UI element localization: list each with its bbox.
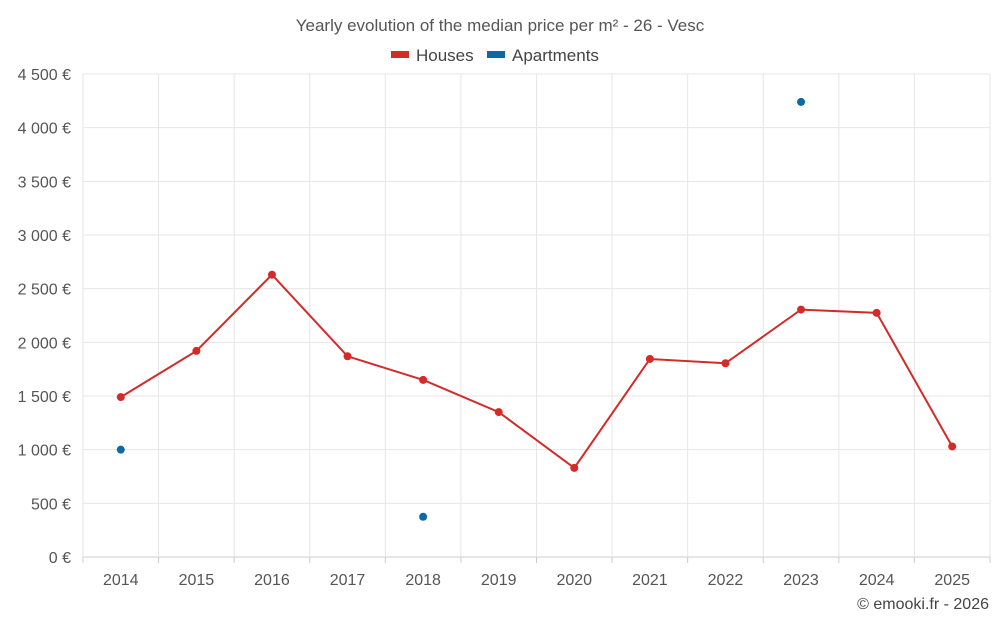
credit-text: © emooki.fr - 2026 [857,596,989,613]
y-tick-label: 500 € [31,496,71,513]
data-point-houses[interactable] [267,270,276,279]
data-point-houses[interactable] [116,393,125,402]
series-layer [116,97,957,521]
x-axis: 2014 2015 2016 2017 2018 2019 2020 2021 2022 2023… [82,557,991,589]
data-point-apartments[interactable] [419,512,428,521]
y-tick-label: 4 000 € [18,121,71,138]
y-tick-label: 1 000 € [18,443,71,460]
y-tick-label: 4 500 € [18,67,71,84]
x-gridlines [82,74,991,557]
data-point-houses[interactable] [872,308,881,317]
x-tick-label: 2016 [254,572,290,589]
x-tick-label: 2015 [179,572,215,589]
data-point-houses[interactable] [419,375,428,384]
y-tick-label: 3 000 € [18,228,71,245]
legend-label-apartments[interactable]: Apartments [512,46,599,65]
data-point-houses[interactable] [721,359,730,368]
chart-title: Yearly evolution of the median price per… [296,16,705,35]
x-tick-label: 2022 [708,572,744,589]
data-point-apartments[interactable] [797,97,806,106]
x-tick-label: 2019 [481,572,517,589]
x-tick-label: 2020 [556,572,592,589]
legend-label-houses[interactable]: Houses [416,46,474,65]
x-tick-label: 2025 [934,572,970,589]
data-point-houses[interactable] [645,354,654,363]
data-point-houses[interactable] [570,463,579,472]
data-point-houses[interactable] [948,442,957,451]
legend-swatch-apartments [487,51,505,58]
data-point-houses[interactable] [343,352,352,361]
data-point-apartments[interactable] [116,445,125,454]
legend: Houses Apartments [391,46,599,65]
y-tick-label: 2 000 € [18,335,71,352]
x-tick-label: 2021 [632,572,668,589]
x-tick-label: 2014 [103,572,139,589]
series-line-houses [120,273,954,470]
y-axis: 0 € 500 € 1 000 € 1 500 € 2 000 € 2 500 € 3 00… [18,67,71,567]
data-point-houses[interactable] [797,305,806,314]
legend-swatch-houses [391,51,409,58]
x-tick-label: 2023 [783,572,819,589]
x-tick-label: 2024 [859,572,895,589]
y-tick-label: 1 500 € [18,389,71,406]
y-tick-label: 2 500 € [18,282,71,299]
data-point-houses[interactable] [494,408,503,417]
y-tick-label: 3 500 € [18,174,71,191]
y-tick-label: 0 € [49,550,71,567]
data-point-houses[interactable] [192,346,201,355]
x-tick-label: 2018 [405,572,441,589]
x-tick-label: 2017 [330,572,366,589]
